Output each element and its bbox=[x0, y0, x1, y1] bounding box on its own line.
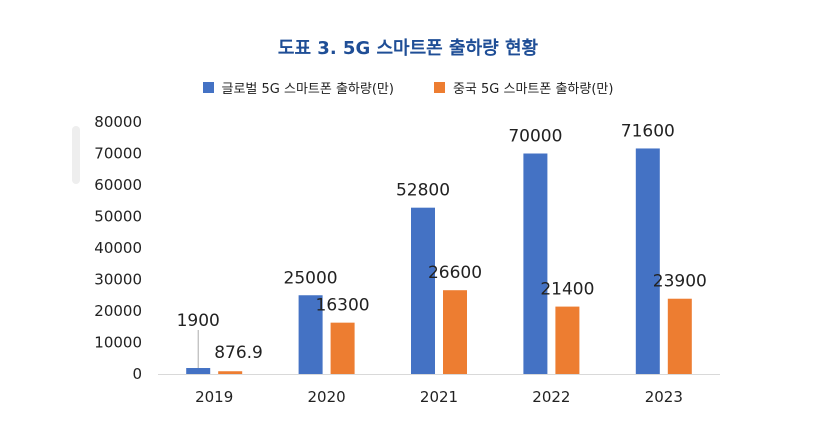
y-tick-label: 50000 bbox=[94, 208, 142, 226]
data-label-china: 21400 bbox=[540, 280, 594, 300]
legend-item-china: 중국 5G 스마트폰 출하량(만) bbox=[433, 78, 614, 97]
y-tick-label: 40000 bbox=[94, 239, 142, 257]
legend: 글로벌 5G 스마트폰 출하량(만) 중국 5G 스마트폰 출하량(만) bbox=[0, 78, 816, 97]
y-tick-label: 30000 bbox=[94, 271, 142, 289]
data-label-china: 23900 bbox=[653, 272, 707, 292]
data-label-china: 876.9 bbox=[214, 343, 263, 363]
y-tick-label: 70000 bbox=[94, 145, 142, 163]
data-label-china: 16300 bbox=[316, 296, 370, 316]
y-tick-label: 80000 bbox=[94, 113, 142, 131]
x-tick-label: 2019 bbox=[195, 388, 233, 406]
x-tick-label: 2023 bbox=[645, 388, 683, 406]
bar-china bbox=[218, 371, 243, 374]
chart-title: 도표 3. 5G 스마트폰 출하량 현황 bbox=[277, 38, 539, 59]
legend-label-china: 중국 5G 스마트폰 출하량(만) bbox=[452, 82, 614, 97]
data-label-global: 71600 bbox=[621, 121, 675, 141]
y-tick-label: 0 bbox=[132, 365, 142, 383]
y-tick-label: 20000 bbox=[94, 302, 142, 320]
legend-item-global: 글로벌 5G 스마트폰 출하량(만) bbox=[202, 78, 394, 97]
x-tick-label: 2022 bbox=[532, 388, 570, 406]
legend-swatch-global bbox=[202, 82, 214, 93]
y-tick-label: 60000 bbox=[94, 176, 142, 194]
bar-global bbox=[523, 153, 548, 374]
y-tick-label: 10000 bbox=[94, 334, 142, 352]
bar-global bbox=[635, 148, 660, 374]
data-label-global: 1900 bbox=[177, 311, 220, 331]
data-label-global: 52800 bbox=[396, 181, 450, 201]
legend-label-global: 글로벌 5G 스마트폰 출하량(만) bbox=[221, 82, 394, 97]
data-label-global: 70000 bbox=[508, 127, 562, 147]
data-label-global: 25000 bbox=[284, 268, 338, 288]
decorative-edge bbox=[72, 126, 80, 184]
data-label-china: 26600 bbox=[428, 263, 482, 283]
legend-swatch-china bbox=[433, 82, 445, 93]
x-tick-label: 2020 bbox=[308, 388, 346, 406]
bar-global bbox=[411, 207, 435, 374]
x-tick-label: 2021 bbox=[420, 388, 458, 406]
bar-global bbox=[298, 295, 323, 374]
bar-china bbox=[667, 298, 692, 374]
bar-china bbox=[555, 306, 580, 374]
bar-china bbox=[330, 322, 355, 374]
bar-china bbox=[443, 290, 467, 374]
bar-global bbox=[186, 368, 211, 374]
